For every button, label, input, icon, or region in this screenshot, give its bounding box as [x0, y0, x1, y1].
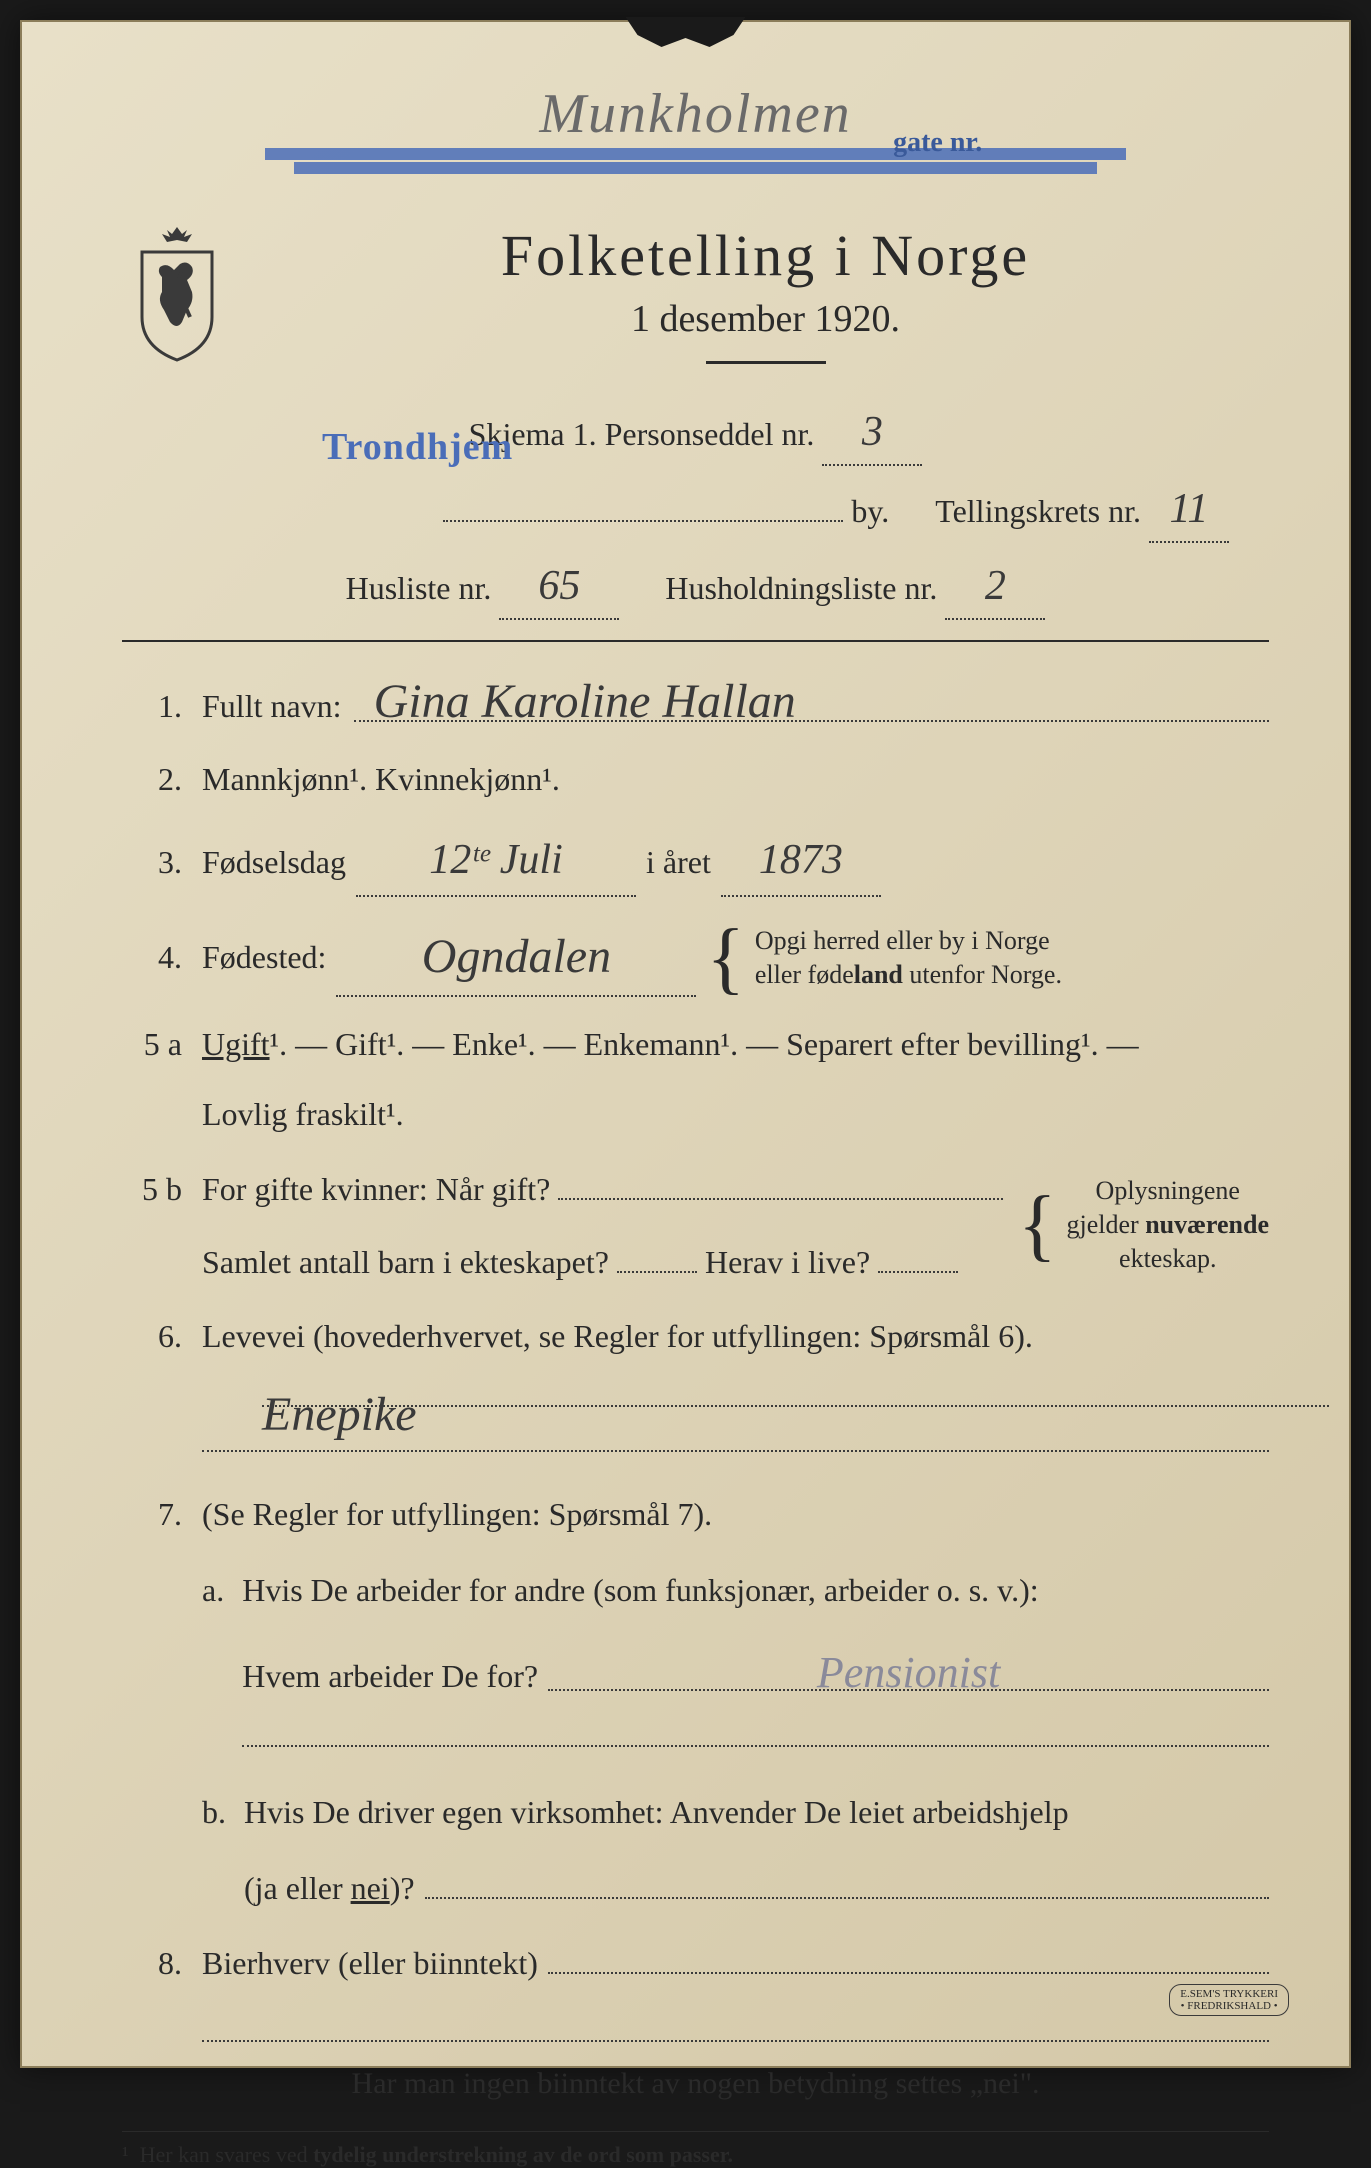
by-label: by.: [851, 487, 889, 535]
schema-line: Skjema 1. Personseddel nr. 3 Trondhjem: [122, 401, 1269, 466]
q6-row: 6. Levevei (hovederhvervet, se Regler fo…: [122, 1311, 1269, 1467]
q5b-brace: { Oplysningene gjelder nuværende ekteska…: [1018, 1174, 1269, 1275]
q7-label: (Se Regler for utfyllingen: Spørsmål 7).: [202, 1489, 1269, 1540]
q7-num: 7.: [122, 1489, 182, 1540]
blue-stamp-line: [265, 148, 1125, 160]
q8-row: 8. Bierhverv (eller biinntekt): [122, 1936, 1269, 1990]
q5a-num: 5 a: [122, 1019, 182, 1070]
printer-mark: E.SEM'S TRYKKERI • FREDRIKSHALD •: [1169, 1984, 1289, 2016]
q3-row: 3. Fødselsdag 12ᵗᵉ Juli i året 1873: [122, 827, 1269, 896]
q3-day: 12ᵗᵉ Juli: [356, 827, 636, 896]
q6-num: 6.: [122, 1311, 182, 1362]
torn-edge: [626, 17, 746, 47]
q2-row: 2. Mannkjønn¹. Kvinnekjønn¹.: [122, 754, 1269, 805]
q5b-num: 5 b: [122, 1164, 182, 1215]
blue-stamp-line: [294, 162, 1097, 174]
q6-label: Levevei (hovederhvervet, se Regler for u…: [202, 1311, 1269, 1362]
coat-of-arms-icon: [122, 222, 232, 362]
title-block: Folketelling i Norge 1 desember 1920.: [262, 222, 1269, 389]
section-divider: [122, 640, 1269, 642]
husholdning-value: 2: [945, 555, 1045, 620]
q6-value: Enepike: [262, 1377, 1329, 1407]
q4-row: 4. Fødested: Ogndalen { Opgi herred elle…: [122, 919, 1269, 998]
q8-num: 8.: [122, 1938, 182, 1989]
krets-label: Tellingskrets nr.: [935, 487, 1141, 535]
q3-year: 1873: [721, 827, 881, 896]
census-document: Munkholmen gate nr. Folketelling i Norge…: [20, 20, 1351, 2068]
q7b-label: b.: [202, 1787, 226, 1914]
q7-row: 7. (Se Regler for utfyllingen: Spørsmål …: [122, 1489, 1269, 1914]
q2-num: 2.: [122, 754, 182, 805]
q5a-text: Ugift¹. — Gift¹. — Enke¹. — Enkemann¹. —…: [202, 1019, 1269, 1070]
printer-line2: • FREDRIKSHALD •: [1180, 2000, 1278, 2012]
krets-value: 11: [1149, 478, 1229, 543]
q5a-text2: Lovlig fraskilt¹.: [202, 1089, 1269, 1140]
title-divider: [706, 361, 826, 364]
q1-row: 1. Fullt navn: Gina Karoline Hallan: [122, 664, 1269, 732]
husliste-line: Husliste nr. 65 Husholdningsliste nr. 2: [122, 555, 1269, 620]
q1-num: 1.: [122, 681, 182, 732]
q3-label: Fødselsdag: [202, 837, 346, 888]
city-line: by. Tellingskrets nr. 11: [122, 478, 1269, 543]
header: Folketelling i Norge 1 desember 1920.: [122, 222, 1269, 389]
q5b-row: 5 b For gifte kvinner: Når gift? Samlet …: [122, 1162, 1269, 1289]
q3-year-label: i året: [646, 837, 711, 888]
q5b-mid: Herav i live?: [705, 1237, 870, 1288]
q4-side2: eller fødeland utenfor Norge.: [755, 958, 1062, 992]
husliste-label: Husliste nr.: [346, 564, 492, 612]
city-stamp: Trondhjem: [322, 419, 513, 476]
q8-label: Bierhverv (eller biinntekt): [202, 1938, 538, 1989]
q5b-line2: Samlet antall barn i ekteskapet?: [202, 1237, 609, 1288]
q5b-side2: gjelder nuværende: [1067, 1208, 1269, 1242]
q7a-text1: Hvis De arbeider for andre (som funksjon…: [242, 1565, 1269, 1616]
q5b-side3: ekteskap.: [1067, 1242, 1269, 1276]
q7b-text1: Hvis De driver egen virksomhet: Anvender…: [244, 1787, 1269, 1838]
q5b-side1: Oplysningene: [1067, 1174, 1269, 1208]
subtitle: 1 desember 1920.: [262, 297, 1269, 341]
q2-text: Mannkjønn¹. Kvinnekjønn¹.: [202, 754, 1269, 805]
personseddel-label: Personseddel nr.: [605, 410, 815, 458]
q7a-value: Pensionist: [548, 1638, 1269, 1691]
footnote: ¹ Her kan svares ved tydelig understrekn…: [122, 2131, 1269, 2168]
bottom-note: Har man ingen biinntekt av nogen betydni…: [122, 2067, 1269, 2101]
q5b-line1: For gifte kvinner: Når gift?: [202, 1164, 550, 1215]
q4-value: Ogndalen: [336, 919, 696, 998]
q7a-label: a.: [202, 1565, 224, 1762]
q4-num: 4.: [122, 932, 182, 983]
personseddel-value: 3: [822, 401, 922, 466]
q4-side1: Opgi herred eller by i Norge: [755, 924, 1062, 958]
q1-label: Fullt navn:: [202, 681, 342, 732]
top-handwritten: Munkholmen: [122, 82, 1269, 146]
q3-num: 3.: [122, 837, 182, 888]
main-title: Folketelling i Norge: [262, 222, 1269, 289]
q1-value: Gina Karoline Hallan: [354, 664, 1269, 722]
gate-nr-label: gate nr.: [893, 127, 982, 159]
q7a-text2: Hvem arbeider De for?: [242, 1651, 538, 1702]
q4-brace: { Opgi herred eller by i Norge eller fød…: [706, 924, 1062, 992]
printer-line1: E.SEM'S TRYKKERI: [1180, 1988, 1278, 2000]
q7b-text2: (ja eller nei)?: [244, 1863, 415, 1914]
top-stamp-area: Munkholmen gate nr.: [122, 82, 1269, 202]
q5a-row: 5 a Ugift¹. — Gift¹. — Enke¹. — Enkemann…: [122, 1019, 1269, 1139]
husliste-value: 65: [499, 555, 619, 620]
husholdning-label: Husholdningsliste nr.: [665, 564, 937, 612]
q4-label: Fødested:: [202, 932, 326, 983]
